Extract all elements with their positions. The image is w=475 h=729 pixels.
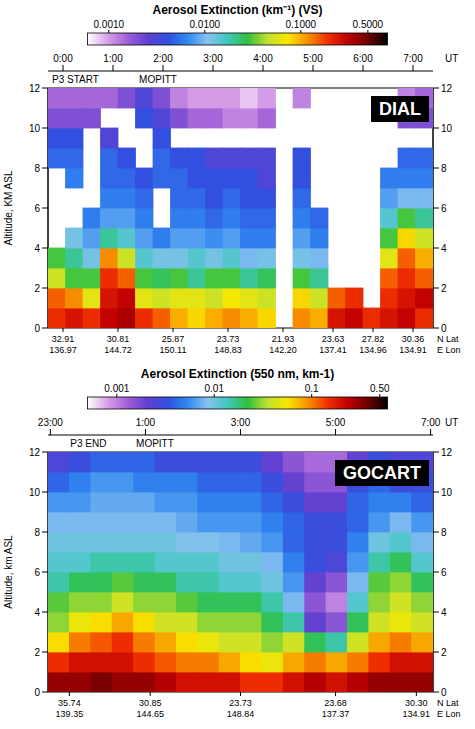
html-text:Aerosol Extinction (km⁻¹) (VS): Aerosol Extinction (km⁻¹) (VS) (152, 3, 323, 17)
svg-text:4: 4 (441, 243, 447, 254)
svg-text:1:00: 1:00 (136, 417, 156, 428)
svg-text:25.87: 25.87 (162, 334, 185, 344)
svg-text:150.11: 150.11 (160, 345, 187, 355)
svg-text:137.41: 137.41 (319, 345, 347, 355)
svg-text:23.73: 23.73 (217, 334, 240, 344)
html-text:GOCART: GOCART (343, 463, 421, 483)
svg-text:6:00: 6:00 (353, 53, 373, 64)
svg-text:6: 6 (441, 203, 447, 214)
svg-text:0.0100: 0.0100 (190, 19, 221, 30)
svg-text:12: 12 (29, 447, 41, 458)
svg-text:UT: UT (445, 417, 458, 428)
html-text:DIAL: DIAL (379, 99, 421, 119)
svg-text:2: 2 (34, 647, 40, 658)
svg-text:5:00: 5:00 (326, 417, 346, 428)
svg-text:MOPITT: MOPITT (139, 74, 177, 85)
svg-text:UT: UT (445, 53, 458, 64)
svg-text:Altitude, KM ASL: Altitude, KM ASL (3, 170, 14, 245)
svg-text:35.74: 35.74 (58, 698, 81, 708)
svg-text:0.01: 0.01 (205, 383, 225, 394)
svg-text:2: 2 (441, 647, 447, 658)
svg-text:144.65: 144.65 (136, 709, 164, 719)
svg-text:8: 8 (34, 527, 40, 538)
svg-text:N Lat: N Lat (437, 334, 459, 344)
svg-text:10: 10 (441, 487, 453, 498)
svg-text:0:00: 0:00 (53, 53, 73, 64)
svg-text:E Lon: E Lon (437, 709, 461, 719)
svg-text:27.82: 27.82 (362, 334, 385, 344)
svg-text:30.81: 30.81 (107, 334, 130, 344)
svg-text:8: 8 (441, 163, 447, 174)
svg-text:0.50: 0.50 (370, 383, 390, 394)
svg-text:P3 END: P3 END (70, 438, 106, 449)
svg-text:7:00: 7:00 (403, 53, 423, 64)
svg-text:23.68: 23.68 (324, 698, 347, 708)
svg-text:0: 0 (441, 323, 447, 334)
svg-text:10: 10 (441, 123, 453, 134)
svg-text:0.1: 0.1 (305, 383, 319, 394)
svg-text:4:00: 4:00 (253, 53, 273, 64)
svg-text:6: 6 (34, 567, 40, 578)
svg-text:139.35: 139.35 (56, 709, 84, 719)
svg-text:23:00: 23:00 (38, 417, 63, 428)
svg-text:30.85: 30.85 (139, 698, 162, 708)
svg-text:0: 0 (34, 323, 40, 334)
svg-text:0.5000: 0.5000 (353, 19, 384, 30)
svg-text:P3 START: P3 START (52, 74, 99, 85)
svg-text:142.20: 142.20 (269, 345, 297, 355)
svg-text:23.73: 23.73 (229, 698, 252, 708)
svg-text:10: 10 (29, 487, 41, 498)
svg-text:1:00: 1:00 (103, 53, 123, 64)
svg-text:3:00: 3:00 (231, 417, 251, 428)
svg-text:5:00: 5:00 (303, 53, 323, 64)
svg-text:148.83: 148.83 (214, 345, 242, 355)
svg-text:148.84: 148.84 (227, 709, 255, 719)
svg-text:10: 10 (29, 123, 41, 134)
svg-text:134.91: 134.91 (403, 709, 431, 719)
html-text:Aerosol Extinction (550 nm, km: Aerosol Extinction (550 nm, km-1) (140, 367, 335, 381)
svg-text:4: 4 (441, 607, 447, 618)
svg-text:6: 6 (441, 567, 447, 578)
svg-text:12: 12 (29, 83, 41, 94)
svg-text:0.0010: 0.0010 (94, 19, 125, 30)
svg-text:Altitude, km ASL: Altitude, km ASL (3, 535, 14, 609)
svg-text:32.91: 32.91 (52, 334, 75, 344)
svg-text:0.1000: 0.1000 (286, 19, 317, 30)
svg-text:4: 4 (34, 607, 40, 618)
svg-text:8: 8 (441, 527, 447, 538)
svg-text:0: 0 (34, 687, 40, 698)
svg-text:12: 12 (441, 83, 453, 94)
svg-text:144.72: 144.72 (104, 345, 132, 355)
svg-text:2: 2 (34, 283, 40, 294)
svg-text:E Lon: E Lon (437, 345, 461, 355)
svg-text:8: 8 (34, 163, 40, 174)
svg-text:MOPITT: MOPITT (136, 438, 174, 449)
svg-text:134.91: 134.91 (399, 345, 427, 355)
svg-text:0.001: 0.001 (104, 383, 129, 394)
svg-text:N Lat: N Lat (437, 698, 459, 708)
svg-text:134.96: 134.96 (359, 345, 387, 355)
svg-text:3:00: 3:00 (203, 53, 223, 64)
svg-text:21.93: 21.93 (272, 334, 295, 344)
svg-text:12: 12 (441, 447, 453, 458)
svg-text:136.97: 136.97 (49, 345, 77, 355)
svg-text:23.63: 23.63 (322, 334, 345, 344)
svg-text:0: 0 (441, 687, 447, 698)
svg-text:30.36: 30.36 (402, 334, 425, 344)
svg-text:4: 4 (34, 243, 40, 254)
svg-text:7:00: 7:00 (421, 417, 441, 428)
svg-text:2:00: 2:00 (153, 53, 173, 64)
svg-text:137.37: 137.37 (322, 709, 350, 719)
svg-text:30.30: 30.30 (405, 698, 428, 708)
svg-text:2: 2 (441, 283, 447, 294)
svg-text:6: 6 (34, 203, 40, 214)
